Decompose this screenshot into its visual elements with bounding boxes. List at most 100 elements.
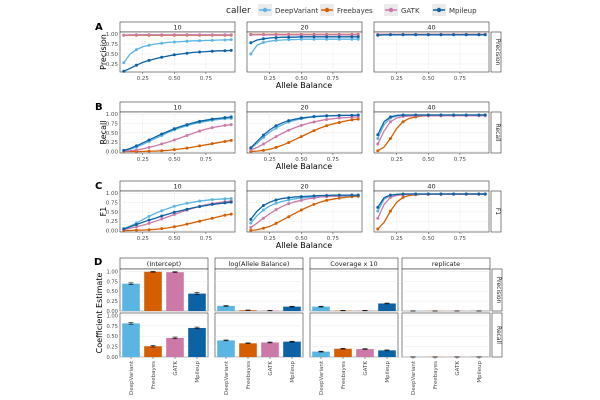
data-point-gatk (337, 116, 341, 120)
data-point-mpileup (312, 114, 316, 118)
data-point-mpileup (337, 35, 341, 39)
data-point-deepvariant (122, 61, 126, 65)
data-point-freebayes (287, 141, 291, 145)
data-point-mpileup (414, 113, 418, 117)
data-point-deepvariant (229, 196, 233, 200)
data-point-mpileup (299, 116, 303, 120)
data-point-mpileup (198, 205, 202, 209)
x-category-label: DeepVariant (224, 360, 230, 395)
bar-row-precision: 0.00 0.25 0.50 0.75 1.00 Precision (106, 268, 503, 315)
x-tick-label: 0.50 (422, 157, 435, 163)
data-point-freebayes (337, 120, 341, 124)
data-point-freebayes (325, 124, 329, 128)
data-point-deepvariant (376, 136, 380, 140)
bar-freebayes (334, 348, 352, 357)
data-point-freebayes (376, 149, 380, 153)
x-tick-label: 0.25 (137, 236, 150, 242)
data-point-mpileup (376, 205, 380, 209)
data-point-deepvariant (198, 39, 202, 43)
x-category-label: Mpileup (195, 360, 201, 382)
row-strip (491, 312, 503, 358)
bar-gatk (261, 342, 279, 357)
row-strip (491, 268, 503, 312)
x-category-label: DeepVariant (129, 360, 135, 395)
data-point-gatk (223, 33, 227, 37)
y-tick-label: 0.50 (106, 52, 119, 58)
data-point-gatk (249, 226, 253, 230)
legend-title: caller (226, 6, 251, 16)
data-point-mpileup (483, 33, 487, 37)
data-point-gatk (325, 117, 329, 121)
data-point-mpileup (229, 200, 233, 204)
data-point-mpileup (299, 35, 303, 39)
data-point-mpileup (337, 193, 341, 197)
x-tick-label: 0.25 (137, 76, 150, 82)
data-point-gatk (299, 198, 303, 202)
data-point-mpileup (172, 127, 176, 131)
data-point-gatk (147, 33, 151, 37)
facet-f1-40: 40 0.25 0.50 0.75 (373, 180, 490, 242)
data-point-gatk (185, 133, 189, 137)
panel-border (214, 268, 304, 312)
panel-label-c: C (95, 181, 102, 192)
bar-facet-replicate (401, 268, 491, 312)
legend-key-point-gatk (388, 7, 394, 13)
y-tick-label: 0.25 (106, 299, 118, 305)
data-point-mpileup (356, 113, 360, 117)
data-point-deepvariant (147, 43, 151, 47)
x-tick-label: 0.50 (422, 76, 435, 82)
y-tick-label: 0.25 (106, 219, 119, 225)
data-point-deepvariant (172, 204, 176, 208)
data-point-mpileup (134, 144, 138, 148)
x-tick-label: 0.25 (137, 157, 150, 163)
data-point-gatk (229, 33, 233, 37)
bar-mpileup (378, 350, 396, 357)
data-point-mpileup (477, 113, 481, 117)
x-category-label: DeepVariant (319, 360, 325, 395)
x-tick-label: 0.25 (264, 236, 277, 242)
x-axis-title: Allele Balance (276, 81, 333, 90)
row-recall: B Recall 0.00 0.25 0.50 0.75 1.00 10 0.25 0.50 0.7… (95, 101, 502, 171)
data-point-deepvariant (299, 37, 303, 41)
data-point-deepvariant (356, 37, 360, 41)
y-tick-label: 0.75 (106, 201, 119, 207)
data-point-freebayes (249, 229, 253, 233)
data-point-freebayes (376, 227, 380, 231)
data-point-deepvariant (210, 38, 214, 42)
panel-label-b: B (95, 102, 103, 113)
data-point-mpileup (376, 133, 380, 137)
facet-strip-label: replicate (432, 260, 460, 268)
x-tick-label: 0.75 (200, 157, 213, 163)
data-point-mpileup (337, 113, 341, 117)
data-point-mpileup (185, 123, 189, 127)
data-point-freebayes (401, 120, 405, 124)
data-point-mpileup (401, 113, 405, 117)
data-point-freebayes (160, 227, 164, 231)
data-point-mpileup (261, 133, 265, 137)
data-point-mpileup (356, 193, 360, 197)
x-tick-label: 0.50 (295, 157, 308, 163)
data-point-freebayes (261, 226, 265, 230)
data-point-mpileup (388, 193, 392, 197)
data-point-gatk (134, 225, 138, 229)
panel-border (373, 190, 490, 233)
bar-mpileup (188, 327, 206, 357)
data-point-deepvariant (325, 37, 329, 41)
data-point-mpileup (185, 51, 189, 55)
bar-deepvariant (217, 340, 235, 357)
y-tick-label: 0.75 (106, 122, 119, 128)
data-point-freebayes (388, 136, 392, 140)
data-point-mpileup (483, 113, 487, 117)
data-point-mpileup (426, 33, 430, 37)
data-point-deepvariant (337, 37, 341, 41)
data-point-mpileup (160, 132, 164, 136)
data-point-mpileup (274, 198, 278, 202)
y-tick-label: 0.50 (106, 334, 118, 340)
data-point-deepvariant (210, 198, 214, 202)
data-point-mpileup (439, 33, 443, 37)
bar-facet-log-allele-balance (214, 268, 304, 312)
data-point-gatk (274, 33, 278, 37)
facet-strip-label: 20 (300, 104, 308, 112)
data-point-deepvariant (229, 38, 233, 42)
